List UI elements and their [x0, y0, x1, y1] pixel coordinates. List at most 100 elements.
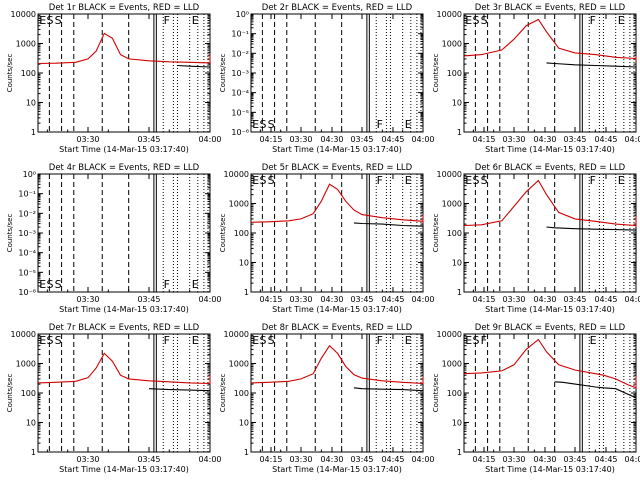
- event-marker: F: [164, 278, 170, 291]
- event-marker: E: [39, 14, 46, 27]
- event-marker: F: [481, 334, 487, 347]
- event-marker: S: [268, 118, 275, 131]
- lld-series-line: [250, 344, 424, 385]
- x-tick-label: 03:30: [502, 135, 525, 144]
- event-marker: F: [377, 334, 383, 347]
- y-axis-title: Counts/sec: [432, 54, 440, 93]
- lld-series-line: [37, 352, 211, 385]
- lld-series-line: [250, 183, 424, 223]
- lld-series-line: [37, 32, 211, 65]
- x-tick-label: 03:45: [137, 455, 160, 464]
- x-tick-label: 03:30: [76, 135, 99, 144]
- event-marker: S: [473, 334, 480, 347]
- panel-title: Det 7r BLACK = Events, RED = LLD: [49, 323, 200, 333]
- x-tick-label: 04:45: [381, 135, 404, 144]
- plot-frame: [37, 333, 211, 453]
- x-axis-title: Start Time (14-Mar-15 03:17:40): [485, 465, 615, 474]
- event-marker: S: [473, 14, 480, 27]
- event-marker: E: [405, 118, 412, 131]
- y-tick-label: 1000: [442, 200, 462, 209]
- y-tick-label: 10⁰: [236, 10, 249, 19]
- y-tick-label: 10: [452, 419, 462, 428]
- x-tick-label: 04:15: [472, 455, 495, 464]
- y-tick-label: 100: [21, 69, 36, 78]
- event-marker: F: [377, 118, 383, 131]
- y-tick-label: 10⁻²: [231, 49, 249, 58]
- x-tick-label: 04:30: [320, 295, 343, 304]
- x-axis-title: Start Time (14-Mar-15 03:17:40): [59, 465, 189, 474]
- x-axis-title: Start Time (14-Mar-15 03:17:40): [272, 465, 402, 474]
- x-tick-label: 03:45: [137, 295, 160, 304]
- x-tick-label: 04:00: [624, 455, 640, 464]
- plot-frame: [37, 173, 211, 293]
- x-tick-label: 04:00: [411, 135, 434, 144]
- x-tick-label: 04:30: [533, 455, 556, 464]
- event-marker: E: [405, 334, 412, 347]
- panel-title: Det 9r BLACK = Events, RED = LLD: [475, 323, 626, 333]
- y-axis-title: Counts/sec: [6, 214, 14, 253]
- y-axis-title: Counts/sec: [219, 54, 227, 93]
- y-tick-label: 100: [234, 229, 249, 238]
- event-marker: S: [47, 278, 54, 291]
- y-axis-title: Counts/sec: [432, 374, 440, 413]
- panel-1: Det 1r BLACK = Events, RED = LLD 1 10 100 10…: [6, 3, 405, 154]
- plot-frame: [463, 333, 637, 453]
- y-tick-label: 1: [457, 128, 462, 137]
- x-tick-label: 03:30: [502, 455, 525, 464]
- event-marker: F: [590, 14, 596, 27]
- y-tick-label: 10000: [224, 170, 249, 179]
- x-tick-label: 04:45: [381, 455, 404, 464]
- event-marker: S: [473, 174, 480, 187]
- y-tick-label: 10000: [437, 170, 462, 179]
- y-tick-label: 1: [244, 288, 249, 297]
- lld-series-line: [463, 338, 637, 389]
- y-tick-label: 10: [452, 99, 462, 108]
- x-tick-label: 04:00: [198, 455, 221, 464]
- events-series-line: [148, 387, 211, 415]
- y-tick-label: 10⁻¹: [231, 30, 249, 39]
- x-tick-label: 03:45: [137, 135, 160, 144]
- lld-series-line: [463, 179, 637, 227]
- y-tick-label: 1000: [229, 360, 249, 369]
- x-tick-label: 04:15: [259, 455, 282, 464]
- x-tick-label: 03:45: [350, 455, 373, 464]
- event-marker: S: [55, 278, 62, 291]
- event-marker: E: [252, 334, 259, 347]
- event-marker: E: [192, 334, 199, 347]
- y-tick-label: 10: [239, 419, 249, 428]
- x-axis-title: Start Time (14-Mar-15 03:17:40): [485, 145, 615, 154]
- panel-8: Det 8r BLACK = Events, RED = LLD11010010…: [219, 323, 618, 474]
- x-axis-title: Start Time (14-Mar-15 03:17:40): [59, 145, 189, 154]
- event-marker: S: [260, 334, 267, 347]
- panel-7: Det 7r BLACK = Events, RED = LLD11010010…: [6, 323, 405, 474]
- plot-frame: [250, 333, 424, 453]
- panel-title: Det 5r BLACK = Events, RED = LLD: [262, 163, 413, 173]
- x-tick-label: 04:00: [198, 135, 221, 144]
- plot-frame: [250, 13, 424, 133]
- y-tick-label: 10⁻³: [18, 229, 36, 238]
- x-axis-title: Start Time (14-Mar-15 03:17:40): [272, 145, 402, 154]
- x-tick-label: 04:15: [259, 295, 282, 304]
- panel-9: Det 9r BLACK = Events, RED = LLD 1 10 100 10…: [432, 323, 640, 474]
- event-marker: E: [39, 334, 46, 347]
- y-tick-label: 10: [239, 259, 249, 268]
- event-marker: E: [192, 14, 199, 27]
- x-tick-label: 04:30: [533, 295, 556, 304]
- panel-2: Det 2r BLACK = Events, RED = LLD 10⁻⁶ 10⁻⁵…: [219, 3, 618, 154]
- x-axis-title: Start Time (14-Mar-15 03:17:40): [272, 305, 402, 314]
- panel-3: Det 3r BLACK = Events, RED = LLD 1 10 100 10…: [432, 3, 640, 154]
- panel-6: Det 6r BLACK = Events, RED = LLD 1 10 100 10…: [432, 163, 640, 314]
- x-tick-label: 03:45: [563, 135, 586, 144]
- x-tick-label: 04:45: [594, 455, 617, 464]
- y-tick-label: 10⁻⁴: [18, 249, 36, 258]
- y-tick-label: 10⁻⁵: [18, 268, 36, 277]
- plot-frame: [250, 173, 424, 293]
- panel-title: Det 6r BLACK = Events, RED = LLD: [475, 163, 626, 173]
- x-tick-label: 04:30: [320, 135, 343, 144]
- y-tick-label: 10000: [11, 10, 36, 19]
- panel-5: Det 5r BLACK = Events, RED = LLD 1 10 100 10…: [219, 163, 618, 314]
- event-marker: S: [481, 174, 488, 187]
- event-marker: E: [465, 334, 472, 347]
- y-tick-label: 10⁻¹: [18, 190, 36, 199]
- y-axis-title: Counts/sec: [219, 214, 227, 253]
